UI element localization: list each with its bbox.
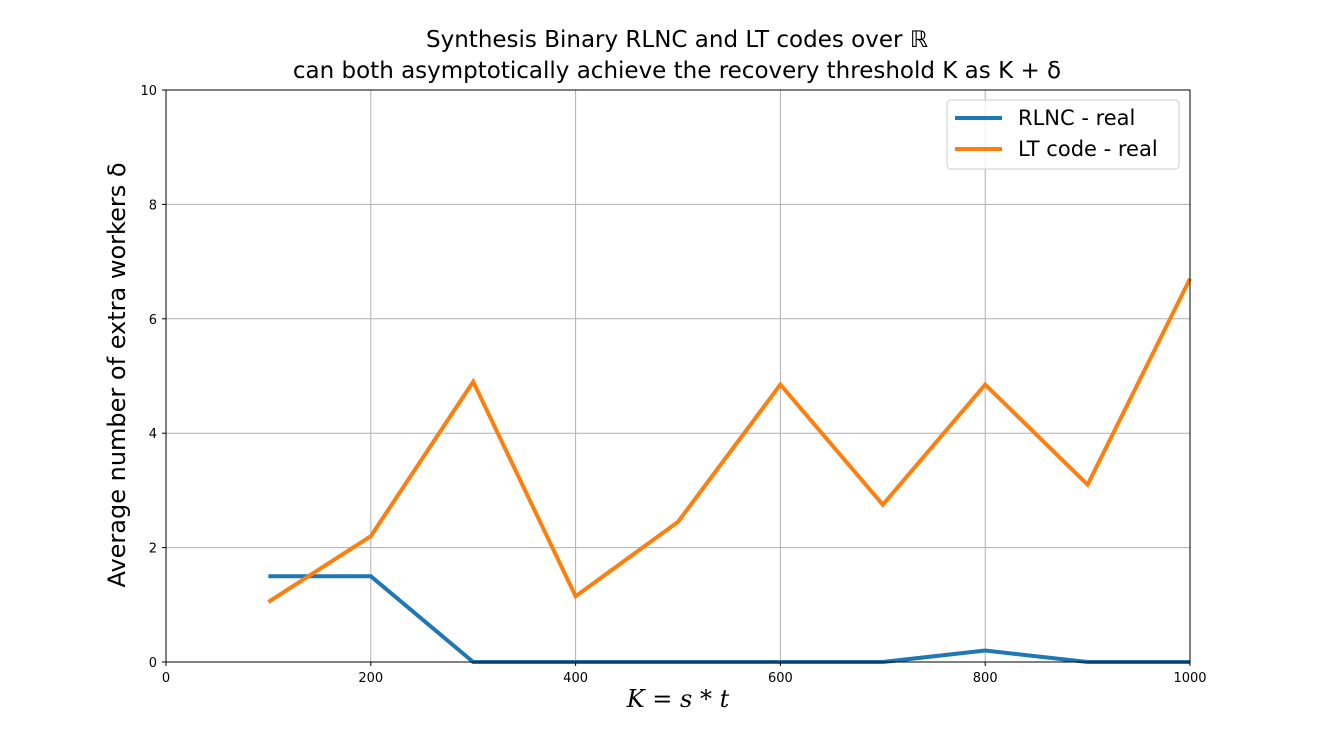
series-line-rlnc-real [268, 574, 1190, 664]
chart-title-line-1: Synthesis Binary RLNC and LT codes over … [426, 27, 928, 53]
y-tick-label: 6 [149, 313, 157, 328]
y-tick-label: 0 [149, 656, 157, 671]
y-tick-label: 8 [149, 198, 157, 213]
legend-entry-label: LT code - real [1018, 137, 1158, 161]
axis-ticks: 0 200 400 600 800 1000 0 2 4 6 8 10 [140, 84, 1206, 686]
y-tick-label: 2 [149, 542, 157, 557]
y-tick-label: 4 [149, 427, 157, 442]
x-tick-label: 600 [768, 671, 793, 686]
chart-title-line-2: can both asymptotically achieve the reco… [292, 58, 1062, 84]
legend: RLNC - real LT code - real [946, 99, 1180, 170]
series-line-lt-code-real [267, 277, 1192, 604]
y-tick-label: 10 [140, 84, 157, 99]
x-tick-label: 800 [973, 671, 998, 686]
x-tick-label: 400 [563, 671, 588, 686]
x-axis-label: K = s * t [626, 685, 730, 713]
y-axis-label: Average number of extra workers δ [103, 162, 131, 588]
series-lines [267, 277, 1192, 664]
x-tick-label: 0 [162, 671, 170, 686]
legend-box [946, 99, 1180, 170]
plot-frame [165, 89, 1191, 663]
legend-entry-label: RLNC - real [1018, 106, 1135, 130]
x-tick-label: 1000 [1173, 671, 1206, 686]
x-tick-label: 200 [358, 671, 383, 686]
